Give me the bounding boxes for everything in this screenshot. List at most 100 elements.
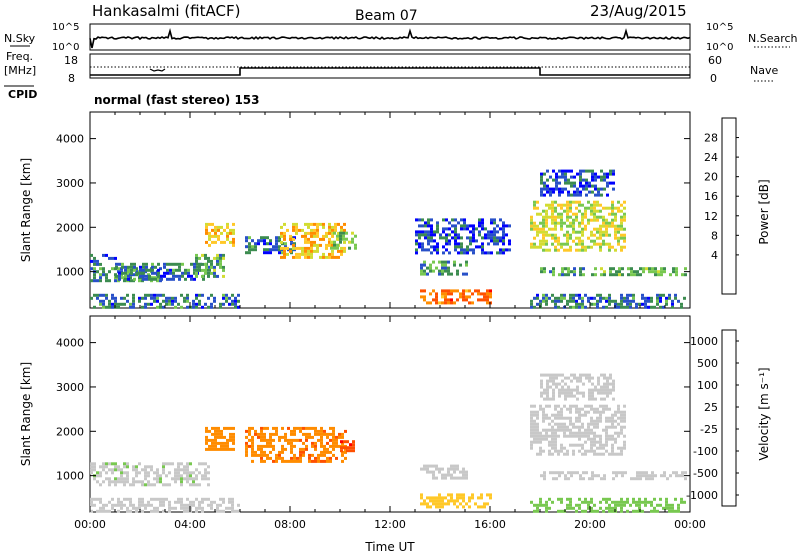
data-cell — [210, 503, 213, 507]
data-cell — [542, 218, 545, 222]
data-cell — [567, 385, 570, 389]
data-cell — [292, 255, 295, 259]
data-cell — [132, 305, 135, 309]
data-cell — [326, 459, 329, 463]
data-cell — [99, 262, 102, 266]
data-cell — [623, 446, 626, 450]
data-cell — [293, 456, 296, 460]
data-cell — [141, 500, 144, 504]
data-cell — [608, 293, 611, 297]
data-cell — [599, 296, 602, 300]
data-cell — [530, 422, 533, 426]
data-cell — [293, 432, 296, 436]
data-cell — [147, 293, 150, 297]
data-cell — [635, 500, 638, 504]
data-cell — [454, 245, 457, 249]
data-cell — [136, 271, 139, 275]
data-cell — [567, 178, 570, 182]
data-cell — [591, 190, 594, 194]
data-cell — [542, 242, 545, 246]
data-cell — [551, 452, 554, 456]
data-cell — [462, 467, 465, 471]
data-cell — [472, 230, 475, 234]
data-cell — [620, 248, 623, 252]
data-cell — [459, 263, 462, 267]
data-cell — [156, 497, 159, 501]
data-cell — [608, 221, 611, 225]
data-cell — [114, 462, 117, 466]
data-cell — [575, 509, 578, 513]
data-cell — [162, 503, 165, 507]
data-cell — [229, 435, 232, 439]
data-cell — [117, 267, 120, 271]
data-cell — [609, 391, 612, 395]
data-cell — [539, 452, 542, 456]
data-cell — [563, 428, 566, 432]
data-cell — [214, 441, 217, 445]
data-cell — [305, 447, 308, 451]
data-cell — [338, 444, 341, 448]
data-cell — [555, 477, 558, 481]
velocity-colorbar-tick-label: 100 — [697, 379, 718, 392]
data-cell — [620, 224, 623, 228]
data-cell — [623, 296, 626, 300]
data-cell — [139, 268, 142, 272]
data-cell — [438, 505, 441, 509]
data-cell — [581, 227, 584, 231]
data-cell — [447, 467, 450, 471]
data-cell — [554, 413, 557, 417]
data-cell — [153, 296, 156, 300]
data-cell — [211, 438, 214, 442]
data-cell — [549, 270, 552, 274]
data-cell — [304, 255, 307, 259]
data-cell — [579, 376, 582, 380]
data-cell — [576, 471, 579, 475]
data-cell — [620, 449, 623, 453]
data-cell — [533, 422, 536, 426]
data-cell — [272, 426, 275, 430]
data-cell — [226, 426, 229, 430]
data-cell — [180, 500, 183, 504]
data-cell — [463, 224, 466, 228]
data-cell — [614, 233, 617, 237]
data-cell — [597, 474, 600, 478]
data-cell — [148, 277, 151, 281]
data-cell — [214, 447, 217, 451]
data-cell — [588, 190, 591, 194]
data-cell — [251, 435, 254, 439]
nsearch-tick-bottom: 10^0 — [706, 42, 733, 53]
data-cell — [536, 416, 539, 420]
data-cell — [266, 236, 269, 240]
data-cell — [581, 296, 584, 300]
data-cell — [226, 234, 229, 238]
data-cell — [245, 251, 248, 255]
data-cell — [499, 239, 502, 243]
data-cell — [269, 438, 272, 442]
data-cell — [436, 230, 439, 234]
data-cell — [683, 296, 686, 300]
data-cell — [222, 296, 225, 300]
data-cell — [328, 255, 331, 259]
data-cell — [600, 385, 603, 389]
data-cell — [174, 477, 177, 481]
data-cell — [575, 230, 578, 234]
data-cell — [260, 444, 263, 448]
data-cell — [135, 471, 138, 475]
data-cell — [638, 302, 641, 306]
data-cell — [272, 245, 275, 249]
data-cell — [328, 231, 331, 235]
data-cell — [329, 450, 332, 454]
data-cell — [502, 236, 505, 240]
data-cell — [542, 299, 545, 303]
data-cell — [636, 477, 639, 481]
data-cell — [555, 373, 558, 377]
data-cell — [630, 270, 633, 274]
data-cell — [108, 477, 111, 481]
data-cell — [600, 391, 603, 395]
data-cell — [620, 245, 623, 249]
data-cell — [578, 242, 581, 246]
data-cell — [169, 268, 172, 272]
data-cell — [560, 215, 563, 219]
data-cell — [543, 477, 546, 481]
data-cell — [105, 471, 108, 475]
